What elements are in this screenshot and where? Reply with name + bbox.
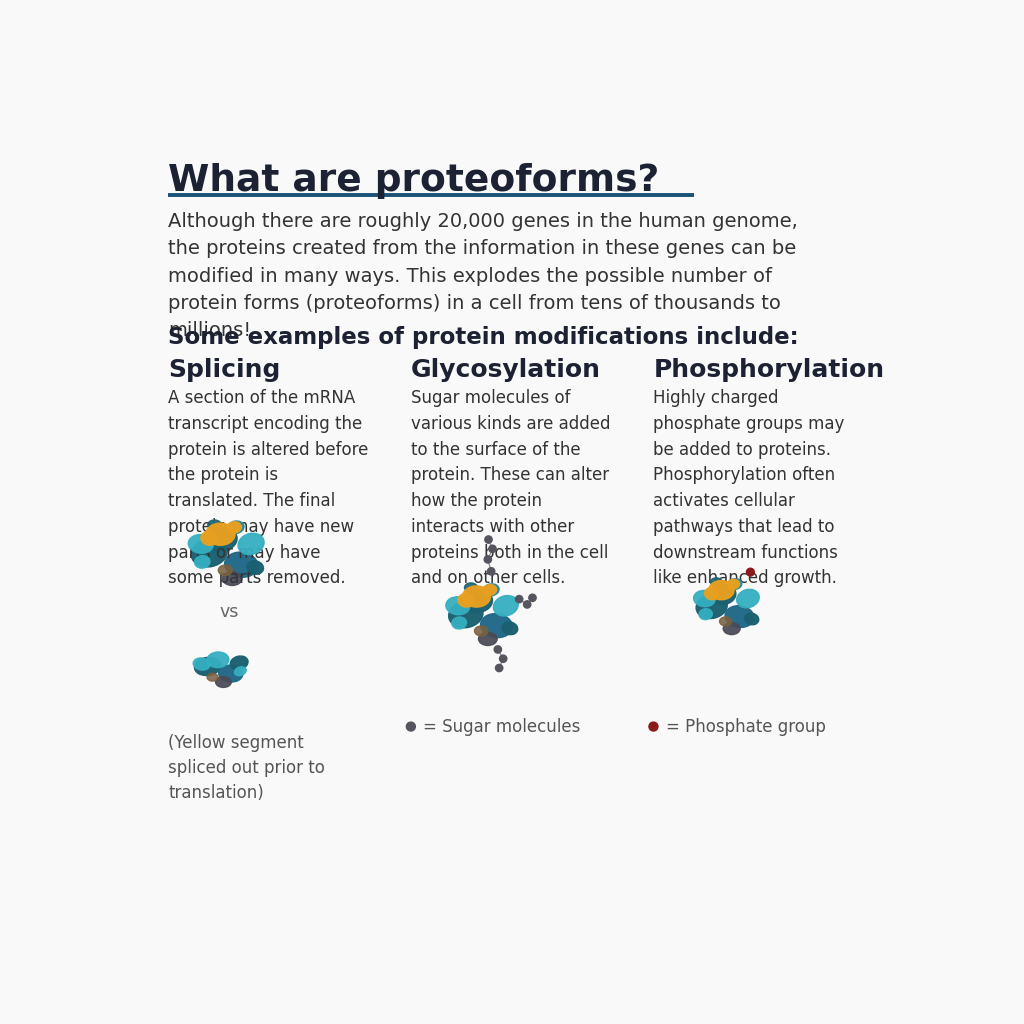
Ellipse shape: [474, 626, 487, 636]
Text: What are proteoforms?: What are proteoforms?: [168, 163, 659, 199]
Ellipse shape: [218, 565, 232, 575]
Ellipse shape: [710, 584, 736, 604]
Ellipse shape: [449, 601, 483, 628]
Ellipse shape: [227, 522, 242, 532]
Text: Highly charged
phosphate groups may
be added to proteins.
Phosphorylation often
: Highly charged phosphate groups may be a…: [653, 389, 845, 587]
Ellipse shape: [463, 586, 490, 607]
Circle shape: [487, 567, 495, 574]
Text: = Sugar molecules: = Sugar molecules: [423, 718, 581, 735]
Circle shape: [484, 556, 492, 563]
Ellipse shape: [207, 674, 218, 681]
Ellipse shape: [247, 561, 263, 574]
Ellipse shape: [208, 520, 222, 530]
Ellipse shape: [705, 588, 719, 600]
Ellipse shape: [238, 534, 264, 555]
Text: Phosphorylation: Phosphorylation: [653, 358, 885, 383]
Ellipse shape: [452, 617, 467, 629]
Ellipse shape: [480, 613, 512, 638]
Circle shape: [649, 722, 658, 731]
Ellipse shape: [711, 578, 723, 587]
Ellipse shape: [478, 632, 498, 645]
Ellipse shape: [207, 652, 228, 668]
Text: Splicing: Splicing: [168, 358, 281, 383]
Ellipse shape: [207, 527, 238, 551]
Ellipse shape: [502, 622, 518, 635]
Ellipse shape: [725, 605, 754, 628]
Ellipse shape: [483, 584, 499, 596]
Text: Although there are roughly 20,000 genes in the human genome,
the proteins create: Although there are roughly 20,000 genes …: [168, 212, 798, 340]
Ellipse shape: [195, 657, 221, 676]
Ellipse shape: [696, 594, 727, 618]
Circle shape: [407, 722, 416, 731]
Ellipse shape: [194, 658, 210, 670]
Ellipse shape: [727, 579, 741, 590]
Ellipse shape: [693, 591, 716, 606]
Ellipse shape: [216, 677, 231, 687]
Ellipse shape: [188, 535, 213, 553]
Ellipse shape: [709, 581, 734, 600]
Ellipse shape: [222, 571, 242, 586]
Ellipse shape: [191, 539, 227, 567]
Text: Sugar molecules of
various kinds are added
to the surface of the
protein. These : Sugar molecules of various kinds are add…: [411, 389, 610, 587]
Ellipse shape: [458, 594, 474, 607]
Ellipse shape: [230, 656, 248, 670]
Ellipse shape: [744, 613, 759, 625]
Ellipse shape: [218, 666, 243, 682]
Circle shape: [515, 596, 523, 603]
Circle shape: [488, 545, 497, 553]
Circle shape: [484, 536, 493, 543]
Circle shape: [495, 646, 502, 653]
Ellipse shape: [483, 585, 497, 595]
Ellipse shape: [727, 580, 739, 589]
Circle shape: [523, 601, 530, 608]
Circle shape: [528, 594, 537, 601]
Ellipse shape: [699, 608, 713, 620]
Ellipse shape: [224, 552, 258, 578]
Ellipse shape: [736, 589, 759, 608]
Ellipse shape: [723, 623, 740, 635]
Ellipse shape: [720, 616, 731, 626]
Text: A section of the mRNA
transcript encoding the
protein is altered before
the prot: A section of the mRNA transcript encodin…: [168, 389, 369, 587]
Ellipse shape: [465, 583, 478, 593]
Text: (Yellow segment
spliced out prior to
translation): (Yellow segment spliced out prior to tra…: [168, 734, 326, 802]
Text: Some examples of protein modifications include:: Some examples of protein modifications i…: [168, 327, 799, 349]
Ellipse shape: [445, 597, 470, 614]
Ellipse shape: [201, 531, 217, 546]
Ellipse shape: [195, 556, 210, 568]
Circle shape: [500, 655, 507, 663]
Circle shape: [496, 665, 503, 672]
Text: = Phosphate group: = Phosphate group: [666, 718, 825, 735]
Circle shape: [746, 568, 755, 577]
Ellipse shape: [227, 521, 244, 534]
Ellipse shape: [494, 596, 518, 616]
Text: Glycosylation: Glycosylation: [411, 358, 601, 383]
Text: vs: vs: [219, 603, 239, 622]
Ellipse shape: [206, 523, 236, 546]
Ellipse shape: [234, 667, 246, 676]
Ellipse shape: [463, 590, 493, 612]
